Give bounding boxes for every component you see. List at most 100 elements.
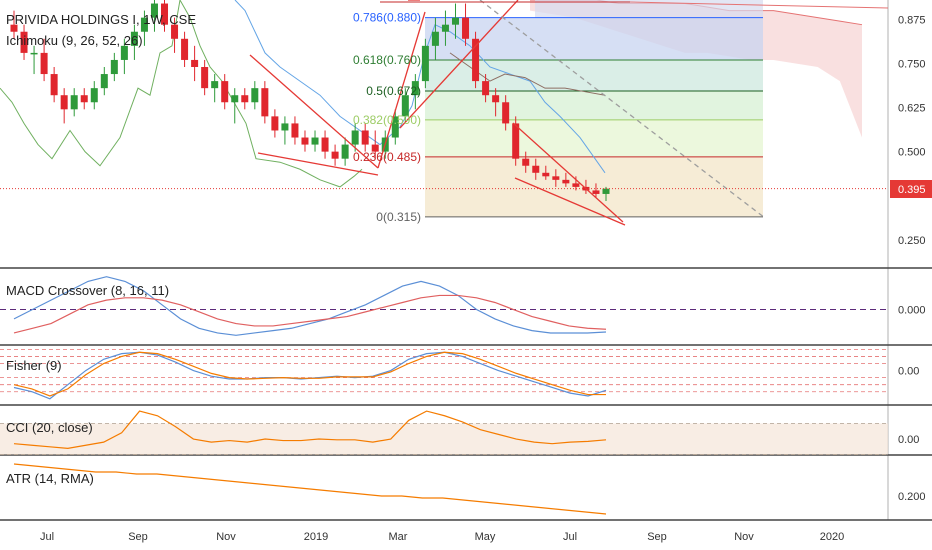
candle[interactable] bbox=[171, 17, 179, 53]
candle[interactable] bbox=[552, 169, 560, 187]
candle[interactable] bbox=[451, 3, 459, 39]
candle[interactable] bbox=[40, 38, 48, 82]
candle[interactable] bbox=[371, 130, 379, 159]
candle[interactable] bbox=[140, 10, 148, 46]
candle[interactable] bbox=[411, 74, 419, 110]
candle[interactable] bbox=[50, 67, 58, 103]
trendline-falling-upper[interactable] bbox=[512, 122, 624, 223]
candle-body bbox=[512, 123, 520, 159]
cci-legend[interactable]: CCI (20, close) bbox=[6, 420, 93, 435]
trendline-upper-wedge[interactable] bbox=[249, 54, 379, 169]
fibonacci-labels: 0.786(0.880) 0.618(0.760) 0.5(0.672) 0.382(… bbox=[353, 11, 421, 224]
fib-level-label: 0(0.315) bbox=[376, 210, 421, 224]
candle[interactable] bbox=[100, 67, 108, 96]
candle[interactable] bbox=[321, 130, 329, 159]
candle[interactable] bbox=[281, 116, 289, 145]
fisher-legend[interactable]: Fisher (9) bbox=[6, 358, 62, 373]
candle[interactable] bbox=[70, 88, 78, 117]
candle[interactable] bbox=[502, 95, 510, 131]
trendline-breakout[interactable] bbox=[377, 11, 426, 169]
candle[interactable] bbox=[462, 3, 470, 46]
candle[interactable] bbox=[271, 109, 279, 138]
candle[interactable] bbox=[30, 45, 38, 75]
candle[interactable] bbox=[542, 165, 550, 180]
candle[interactable] bbox=[150, 0, 158, 32]
candle-body bbox=[572, 183, 580, 187]
price-axis[interactable]: 0.875 0.750 0.625 0.500 0.250 bbox=[898, 14, 926, 246]
candle[interactable] bbox=[231, 88, 239, 124]
candle-body bbox=[371, 144, 379, 152]
candle[interactable] bbox=[532, 158, 540, 180]
ichimoku-legend[interactable]: Ichimoku (9, 26, 52, 26) bbox=[6, 33, 143, 48]
time-tick-label: Sep bbox=[647, 531, 667, 543]
candle[interactable] bbox=[401, 88, 409, 124]
candle[interactable] bbox=[391, 109, 399, 145]
candle-body bbox=[482, 81, 490, 96]
candle-body bbox=[90, 88, 98, 103]
candle[interactable] bbox=[441, 10, 449, 46]
candle[interactable] bbox=[60, 88, 68, 124]
candle[interactable] bbox=[522, 151, 530, 173]
price-tick-label: 0.500 bbox=[898, 147, 926, 159]
time-axis[interactable]: Jul Sep Nov 2019 Mar May Jul Sep Nov 2020 bbox=[40, 531, 844, 543]
candle[interactable] bbox=[492, 88, 500, 117]
trendline-falling-lower[interactable] bbox=[514, 177, 626, 226]
candle[interactable] bbox=[120, 38, 128, 75]
candle[interactable] bbox=[431, 17, 439, 60]
symbol-title[interactable]: PRIVIDA HOLDINGS I, 1W, CSE bbox=[6, 12, 196, 27]
candle[interactable] bbox=[80, 88, 88, 110]
candle[interactable] bbox=[181, 31, 189, 67]
top-resistance-ext bbox=[629, 1, 889, 9]
candle[interactable] bbox=[161, 0, 169, 32]
candle-body bbox=[40, 52, 48, 75]
indicator-panels: 0.000 0.00 0.00 0.200 bbox=[0, 276, 926, 515]
candle[interactable] bbox=[562, 172, 570, 187]
candle[interactable] bbox=[221, 74, 229, 110]
candle[interactable] bbox=[251, 81, 259, 110]
kijun-sen bbox=[234, 0, 606, 174]
candle[interactable] bbox=[90, 81, 98, 110]
candle[interactable] bbox=[572, 176, 580, 191]
candle[interactable] bbox=[311, 130, 319, 152]
trendline-lower-wedge[interactable] bbox=[257, 152, 379, 176]
candle[interactable] bbox=[361, 123, 369, 152]
candle[interactable] bbox=[592, 183, 600, 198]
candle[interactable] bbox=[291, 116, 299, 145]
indicator-series-line[interactable] bbox=[13, 463, 607, 515]
candle[interactable] bbox=[241, 88, 249, 110]
time-tick-label: Jul bbox=[563, 531, 577, 543]
candle-body bbox=[30, 52, 38, 55]
indicator-series-line[interactable] bbox=[13, 294, 607, 334]
candle-body bbox=[341, 144, 349, 159]
candle[interactable] bbox=[20, 24, 28, 60]
candle[interactable] bbox=[331, 144, 339, 166]
candle[interactable] bbox=[341, 137, 349, 166]
candle[interactable] bbox=[602, 186, 610, 201]
macd-legend[interactable]: MACD Crossover (8, 16, 11) bbox=[6, 283, 169, 298]
indicator-series-line[interactable] bbox=[13, 351, 606, 397]
candle[interactable] bbox=[110, 52, 118, 82]
candle[interactable] bbox=[351, 123, 359, 152]
candle[interactable] bbox=[211, 74, 219, 103]
candle[interactable] bbox=[130, 24, 138, 60]
indicator-series-line[interactable] bbox=[13, 276, 607, 336]
time-tick-label: Nov bbox=[734, 531, 754, 543]
candle-body bbox=[60, 95, 68, 110]
indicator-series-line[interactable] bbox=[13, 410, 607, 449]
candle[interactable] bbox=[472, 31, 480, 89]
candle-body bbox=[221, 81, 229, 103]
candle[interactable] bbox=[191, 45, 199, 82]
trendline-projection[interactable] bbox=[479, 0, 766, 219]
candle[interactable] bbox=[10, 10, 18, 39]
candle[interactable] bbox=[261, 81, 269, 124]
trendline-channel[interactable] bbox=[399, 0, 519, 129]
candle[interactable] bbox=[421, 38, 429, 89]
candle[interactable] bbox=[201, 59, 209, 96]
candle-body bbox=[321, 137, 329, 152]
candle[interactable] bbox=[301, 130, 309, 152]
atr-legend[interactable]: ATR (14, RMA) bbox=[6, 471, 94, 486]
candle[interactable] bbox=[482, 74, 490, 103]
candle-body bbox=[70, 95, 78, 110]
